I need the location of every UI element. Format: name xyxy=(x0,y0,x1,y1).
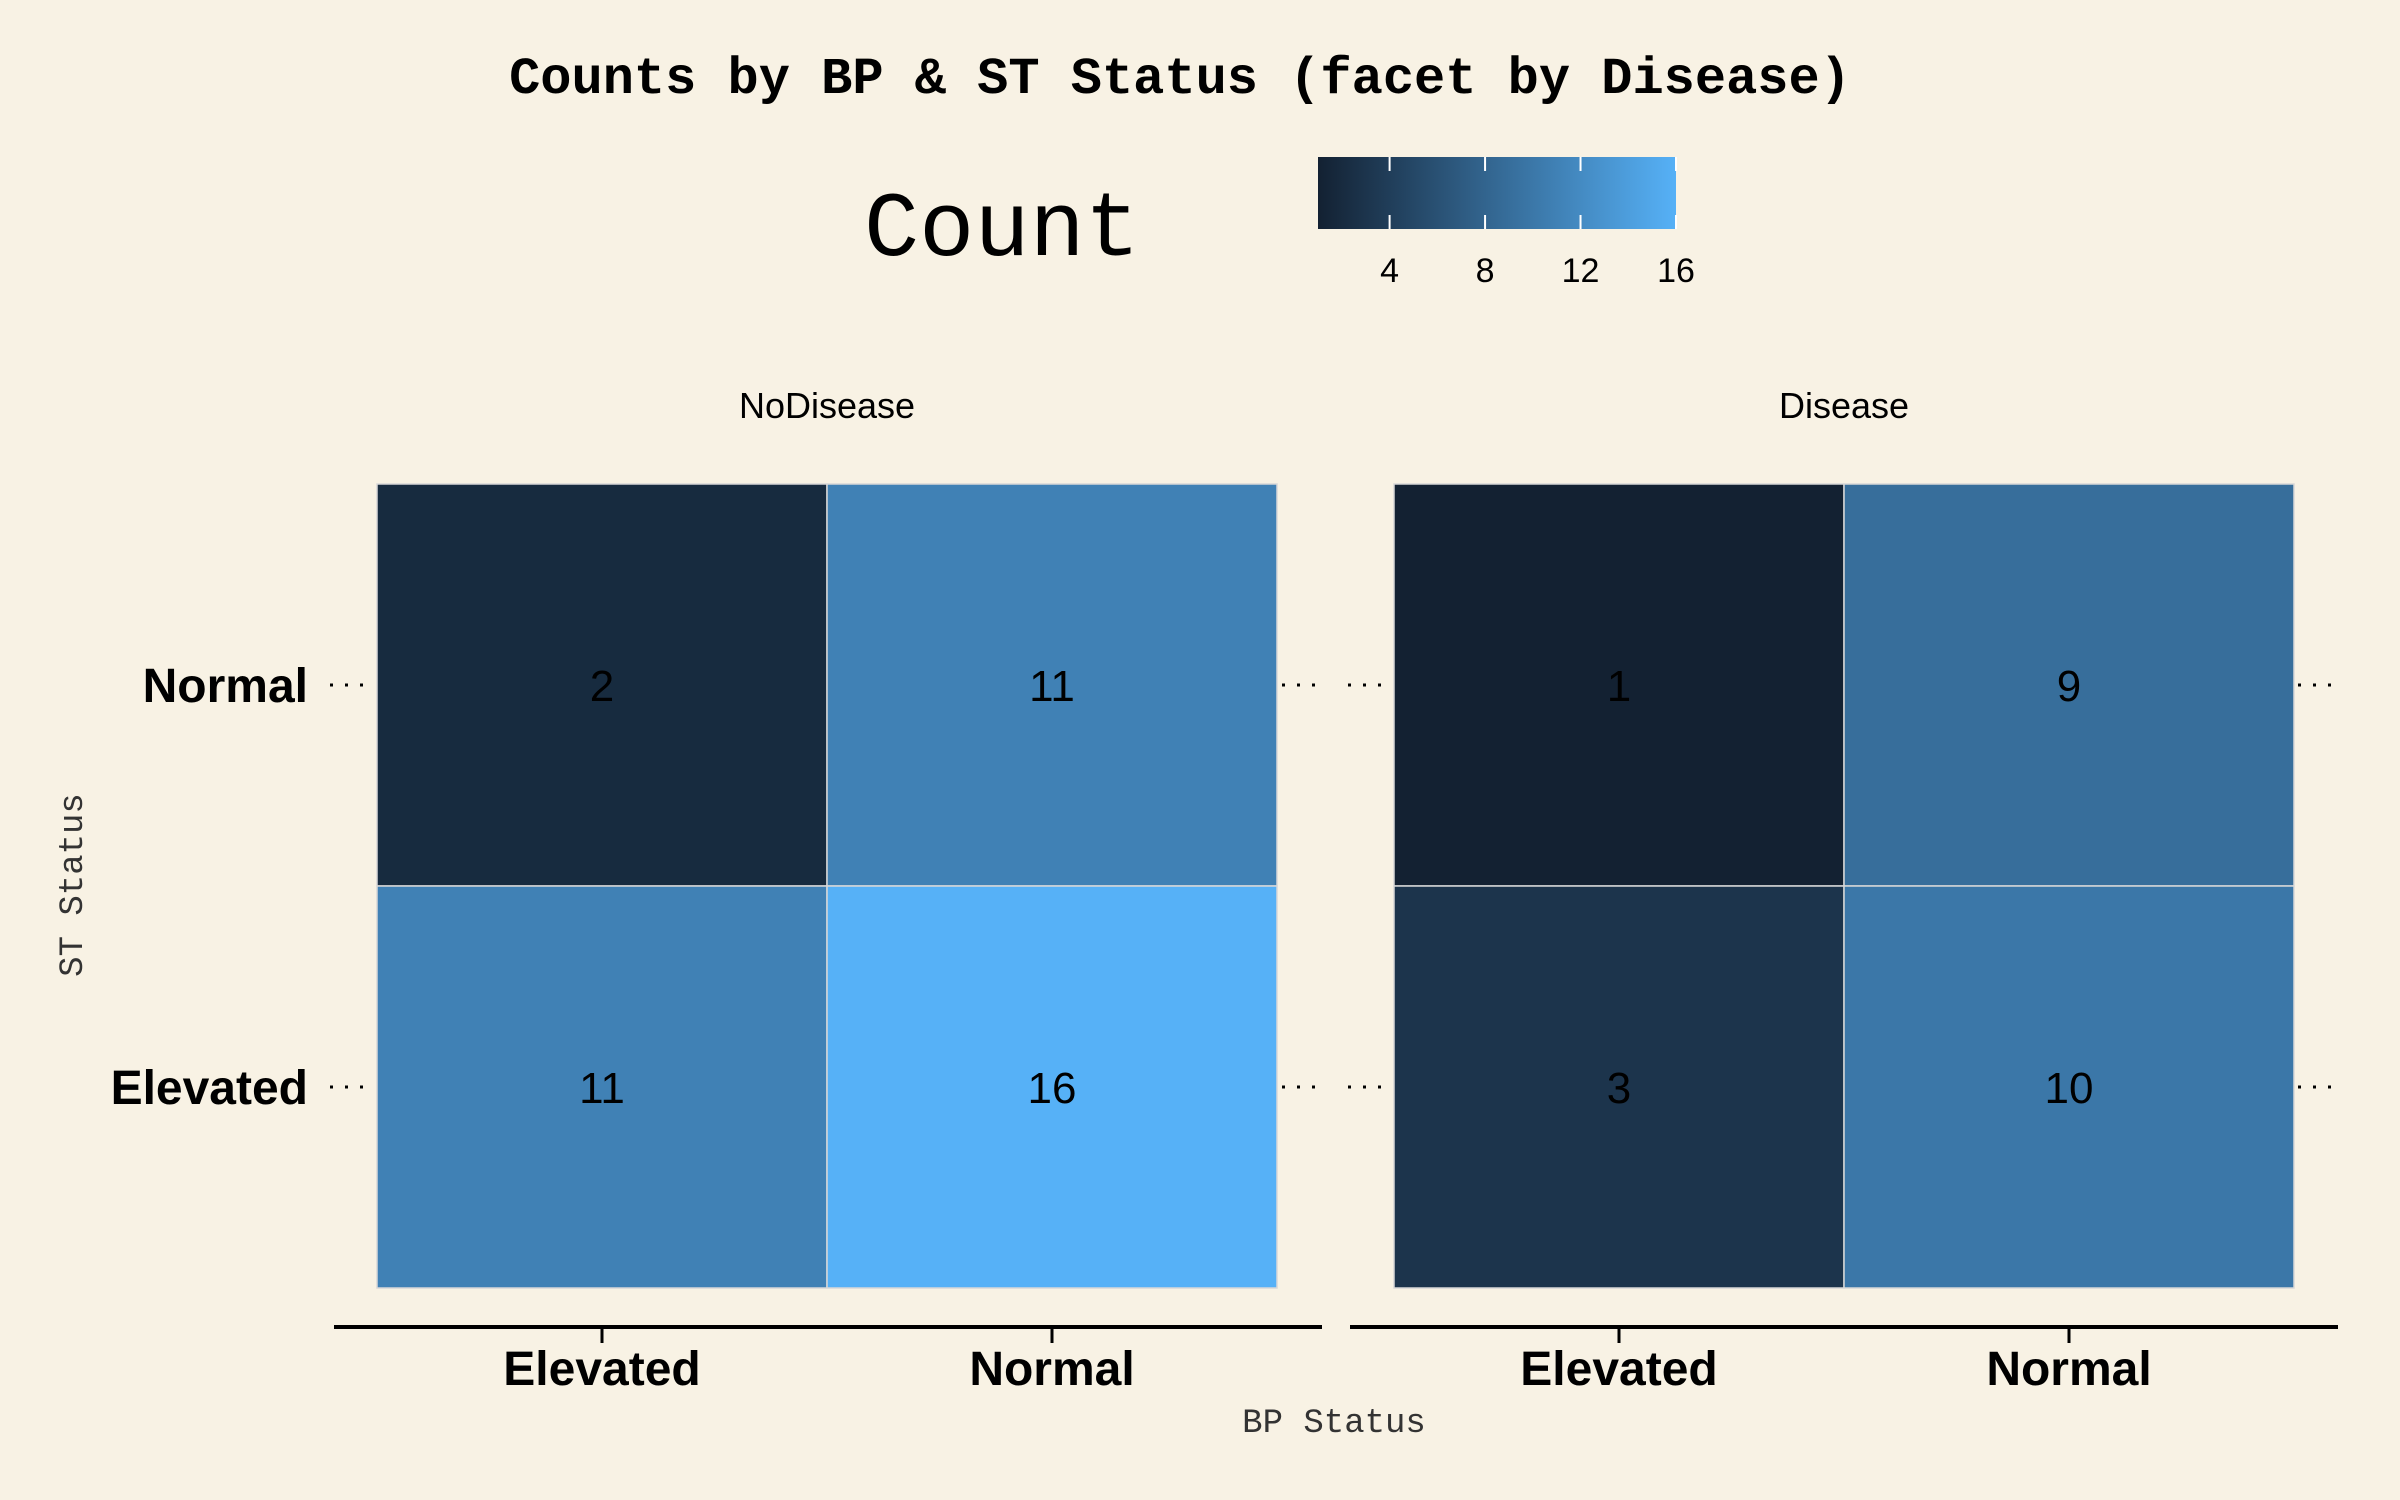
heatmap-cell xyxy=(376,885,828,1289)
x-tick-label: Elevated xyxy=(1520,1343,1717,1396)
heatmap-cell xyxy=(1843,885,2295,1289)
facet-panel-disease: Disease 1 9 3 10 Elevated Normal xyxy=(1348,385,2338,1396)
facet-panel-nodisease: NoDisease 2 11 11 16 Elevated Normal xyxy=(330,385,1322,1396)
cell-value-label: 2 xyxy=(590,662,614,711)
cell-value-label: 9 xyxy=(2057,662,2081,711)
cell-value-label: 1 xyxy=(1607,662,1631,711)
legend-tick-label: 12 xyxy=(1562,252,1600,290)
legend-ticks: 4 8 12 16 xyxy=(1380,157,1695,290)
cell-value-label: 3 xyxy=(1607,1064,1631,1113)
x-tick-label: Elevated xyxy=(503,1343,700,1396)
facet-label: NoDisease xyxy=(739,385,915,426)
cell-value-label: 16 xyxy=(1028,1064,1077,1113)
color-legend: Count 4 8 12 16 xyxy=(864,157,1695,290)
legend-tick-label: 16 xyxy=(1657,252,1695,290)
legend-title: Count xyxy=(864,178,1140,283)
cell-value-label: 10 xyxy=(2045,1064,2094,1113)
legend-colorbar xyxy=(1318,157,1676,229)
heatmap-cell xyxy=(826,483,1278,887)
legend-tick-label: 4 xyxy=(1380,252,1399,290)
y-tick-label: Elevated xyxy=(111,1062,308,1115)
heatmap-cell xyxy=(826,885,1278,1289)
x-tick-label: Normal xyxy=(969,1343,1134,1396)
legend-tick-label: 8 xyxy=(1476,252,1495,290)
chart-title: Counts by BP & ST Status (facet by Disea… xyxy=(509,50,1851,109)
cell-value-label: 11 xyxy=(1029,662,1075,711)
y-tick-label: Normal xyxy=(143,660,308,713)
cell-value-label: 11 xyxy=(579,1064,625,1113)
facet-label: Disease xyxy=(1779,385,1909,426)
facets: NoDisease 2 11 11 16 Elevated Normal Normal Elev… xyxy=(111,385,2338,1396)
x-axis-title: BP Status xyxy=(1242,1405,1426,1443)
heatmap-cell xyxy=(376,483,828,887)
x-tick-label: Normal xyxy=(1986,1343,2151,1396)
y-axis-title: ST Status xyxy=(55,793,93,977)
heatmap-cell xyxy=(1393,885,1845,1289)
heatmap-cell xyxy=(1393,483,1845,887)
heatmap-cell xyxy=(1843,483,2295,887)
